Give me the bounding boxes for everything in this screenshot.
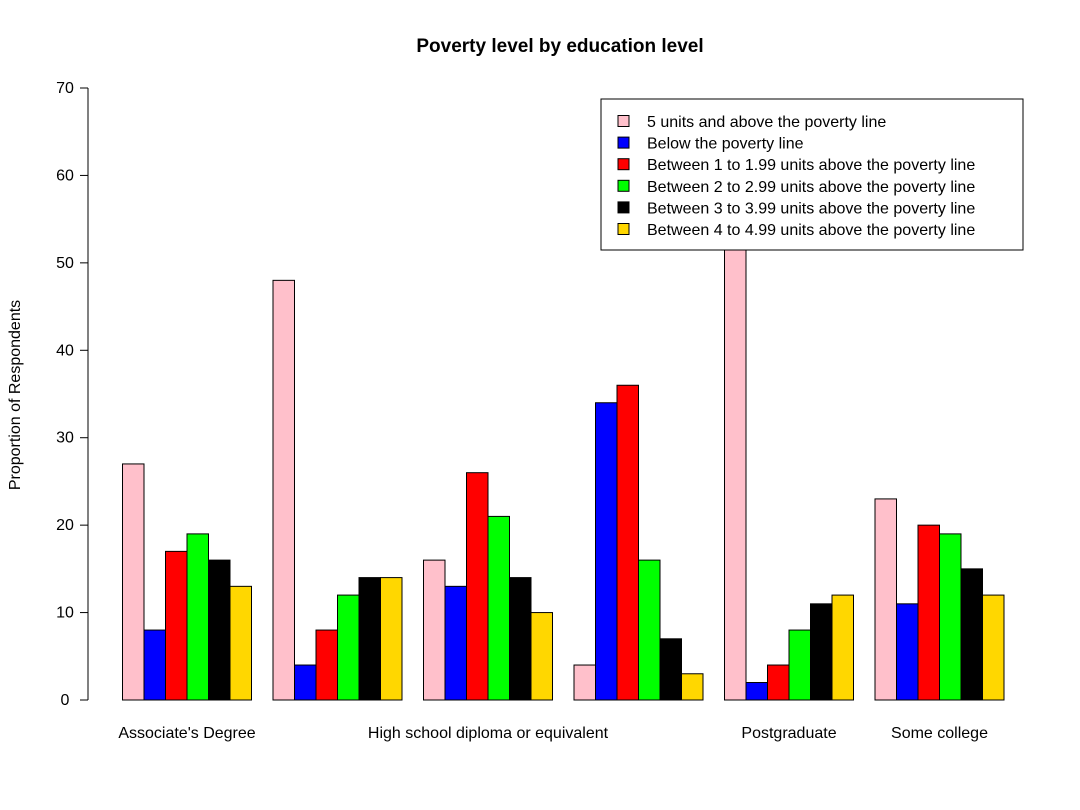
legend-label: Between 3 to 3.99 units above the povert… xyxy=(647,200,975,217)
bar xyxy=(208,559,231,701)
bar-groups xyxy=(122,218,1005,701)
y-tick-label: 30 xyxy=(56,430,74,447)
bar xyxy=(165,550,188,701)
bar xyxy=(315,629,338,701)
legend-swatch xyxy=(617,223,630,235)
bar xyxy=(917,524,940,701)
bar-group xyxy=(573,384,704,701)
y-tick-label: 70 xyxy=(56,80,74,97)
bar-group xyxy=(423,472,553,701)
y-tick-label: 50 xyxy=(56,255,74,272)
bar xyxy=(659,638,682,701)
bar xyxy=(939,533,962,701)
bar-group xyxy=(122,463,252,701)
y-axis-label: Proportion of Respondents xyxy=(7,300,24,490)
bar xyxy=(767,664,790,701)
y-axis: 0 10 20 30 40 50 60 70 xyxy=(56,80,89,709)
legend-swatch xyxy=(617,201,630,214)
bar xyxy=(186,533,209,701)
legend-label: 5 units and above the poverty line xyxy=(647,114,886,131)
bar xyxy=(530,612,553,701)
bar xyxy=(337,594,360,701)
bar xyxy=(444,585,467,701)
bar xyxy=(573,664,596,701)
bar-group xyxy=(724,218,854,701)
bar xyxy=(724,218,747,701)
bar xyxy=(874,498,897,701)
chart-title: Poverty level by education level xyxy=(416,36,703,57)
x-axis-labels: Associate's Degree High school diploma or… xyxy=(118,725,988,742)
bar-group xyxy=(272,279,403,701)
bar xyxy=(638,559,661,701)
bar xyxy=(122,463,145,701)
bar xyxy=(423,559,446,701)
legend-label: Between 1 to 1.99 units above the povert… xyxy=(647,157,975,174)
bar xyxy=(294,664,317,701)
legend-swatch xyxy=(617,136,630,149)
x-tick-label: Associate's Degree xyxy=(118,725,255,742)
bar xyxy=(960,568,983,701)
bar xyxy=(380,577,403,701)
bar xyxy=(745,682,768,701)
bar xyxy=(982,594,1005,701)
bar xyxy=(831,594,854,701)
legend-item: 5 units and above the poverty line xyxy=(617,114,886,131)
bar xyxy=(229,585,252,701)
legend-item: Below the poverty line xyxy=(617,136,804,153)
y-tick-label: 20 xyxy=(56,517,74,534)
bar xyxy=(681,673,704,701)
legend-swatch xyxy=(617,115,630,127)
bar xyxy=(143,629,166,701)
y-tick-label: 40 xyxy=(56,342,74,359)
legend-box xyxy=(600,98,1024,251)
legend: 5 units and above the poverty line Below … xyxy=(600,98,1024,251)
legend-label: Between 4 to 4.99 units above the povert… xyxy=(647,222,975,239)
x-tick-label: Some college xyxy=(891,725,988,742)
legend-label: Below the poverty line xyxy=(647,136,804,153)
bar-group xyxy=(874,498,1005,701)
bar xyxy=(616,384,639,701)
x-tick-label: High school diploma or equivalent xyxy=(368,725,609,742)
legend-label: Between 2 to 2.99 units above the povert… xyxy=(647,179,975,196)
y-tick-label: 10 xyxy=(56,605,74,622)
legend-item: Between 2 to 2.99 units above the povert… xyxy=(617,179,975,196)
legend-swatch xyxy=(617,179,630,192)
bar xyxy=(896,603,919,701)
bar xyxy=(466,472,489,701)
bar xyxy=(788,629,811,701)
bar xyxy=(595,402,618,701)
legend-swatch xyxy=(617,158,630,171)
bar xyxy=(272,279,295,701)
bar xyxy=(509,577,532,701)
legend-item: Between 4 to 4.99 units above the povert… xyxy=(617,222,975,239)
x-tick-label: Postgraduate xyxy=(741,725,836,742)
y-tick-label: 0 xyxy=(61,692,70,709)
bar xyxy=(487,515,510,701)
legend-item: Between 1 to 1.99 units above the povert… xyxy=(617,157,975,174)
bar xyxy=(810,603,833,701)
bar xyxy=(358,577,381,701)
y-tick-label: 60 xyxy=(56,167,74,184)
legend-item: Between 3 to 3.99 units above the povert… xyxy=(617,200,975,217)
